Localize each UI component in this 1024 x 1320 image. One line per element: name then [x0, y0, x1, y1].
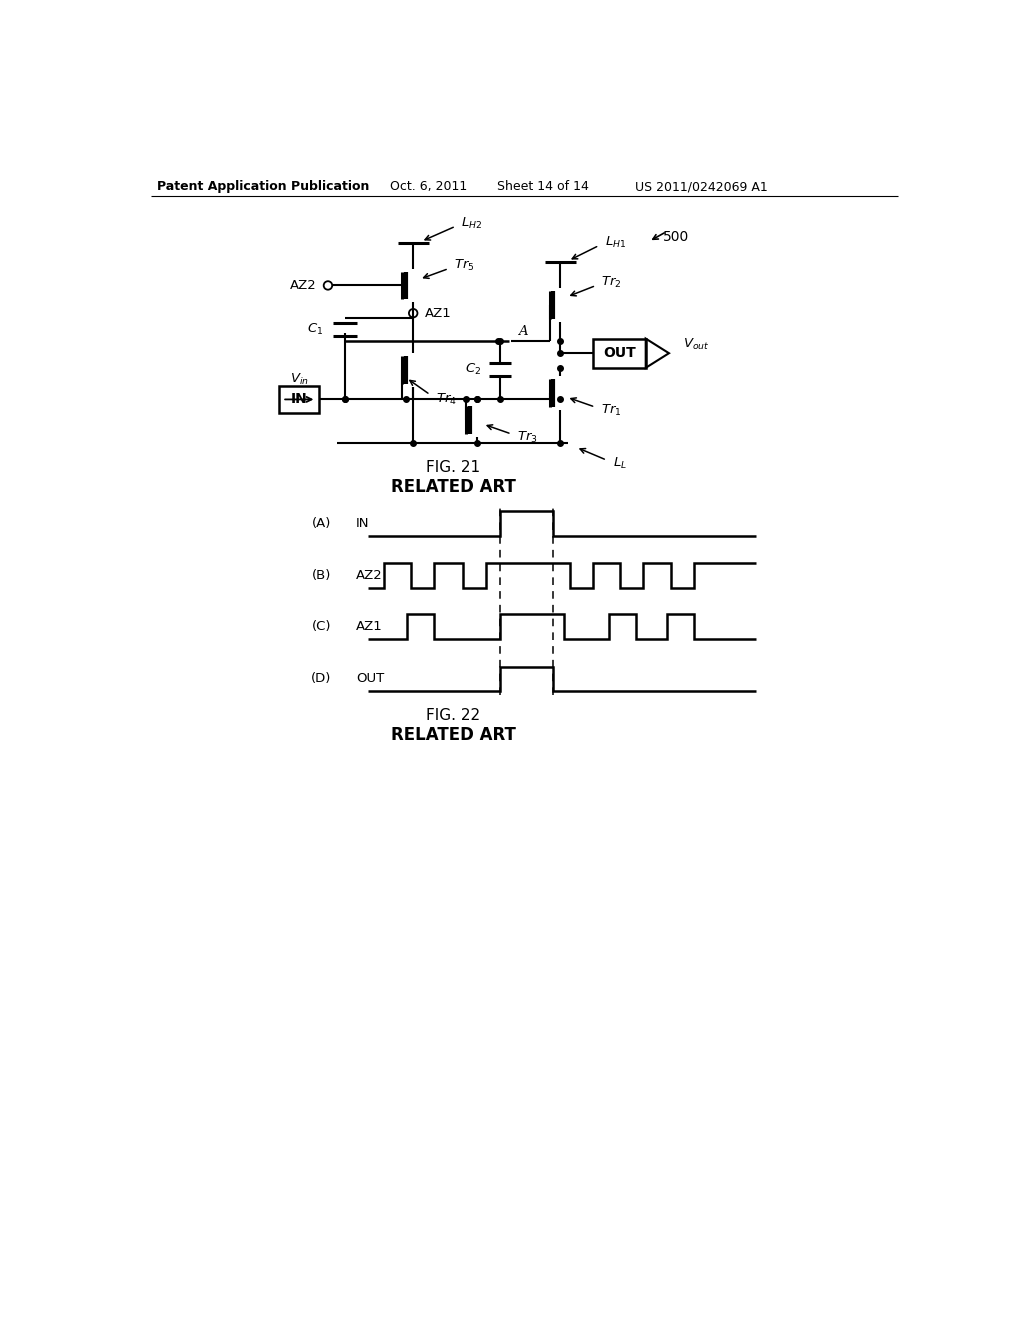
Text: AZ2: AZ2	[356, 569, 383, 582]
Text: Oct. 6, 2011: Oct. 6, 2011	[390, 181, 467, 194]
Text: FIG. 22: FIG. 22	[426, 709, 480, 723]
Bar	[593, 339, 646, 368]
Text: $L_L$: $L_L$	[613, 455, 627, 471]
Text: OUT: OUT	[603, 346, 636, 360]
Text: $Tr_2$: $Tr_2$	[601, 275, 622, 290]
Text: $C_1$: $C_1$	[307, 322, 324, 337]
Text: $L_{H1}$: $L_{H1}$	[605, 235, 627, 249]
Text: AZ1: AZ1	[356, 620, 383, 634]
Text: $L_{H2}$: $L_{H2}$	[461, 215, 482, 231]
Text: $Tr_4$: $Tr_4$	[436, 392, 458, 407]
Text: US 2011/0242069 A1: US 2011/0242069 A1	[635, 181, 768, 194]
Text: A: A	[518, 325, 528, 338]
Bar	[280, 385, 319, 413]
Text: $Tr_3$: $Tr_3$	[517, 429, 538, 445]
Text: AZ2: AZ2	[290, 279, 316, 292]
Text: AZ1: AZ1	[425, 306, 452, 319]
Text: $Tr_1$: $Tr_1$	[601, 403, 622, 417]
Text: (B): (B)	[311, 569, 331, 582]
Text: $V_{in}$: $V_{in}$	[290, 372, 308, 387]
Text: RELATED ART: RELATED ART	[391, 478, 516, 496]
Text: $C_2$: $C_2$	[465, 362, 481, 378]
Text: (A): (A)	[311, 517, 331, 529]
Text: IN: IN	[356, 517, 370, 529]
Text: OUT: OUT	[356, 672, 384, 685]
Text: 500: 500	[663, 230, 689, 244]
Text: Sheet 14 of 14: Sheet 14 of 14	[497, 181, 589, 194]
Text: $Tr_5$: $Tr_5$	[454, 257, 474, 273]
Text: RELATED ART: RELATED ART	[391, 726, 516, 744]
Text: Patent Application Publication: Patent Application Publication	[158, 181, 370, 194]
Text: (D): (D)	[310, 672, 331, 685]
Text: $V_{out}$: $V_{out}$	[683, 337, 710, 351]
Text: FIG. 21: FIG. 21	[426, 461, 480, 475]
Text: IN: IN	[291, 392, 307, 407]
Text: (C): (C)	[311, 620, 331, 634]
